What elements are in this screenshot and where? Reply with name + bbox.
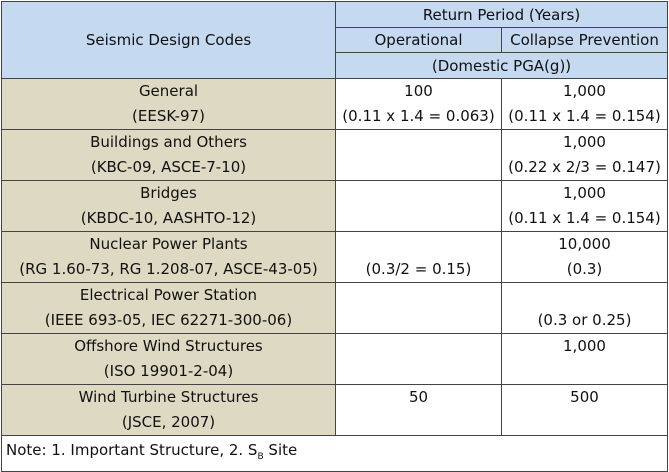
code-cell-ref: (ISO 19901-2-04): [103, 362, 234, 380]
code-cell-name: Wind Turbine Structures: [78, 388, 259, 406]
collapse-cell-cp2: (0.11 x 1.4 = 0.154): [508, 107, 661, 125]
code-cell: Buildings and Others (KBC-09, ASCE-7-10): [1, 129, 336, 181]
operational-cell-op1: 50: [408, 388, 429, 406]
table-row: General (EESK-97) 100 (0.11 x 1.4 = 0.063) 1…: [1, 78, 668, 130]
operational-cell-op1: 100: [404, 82, 433, 100]
collapse-cell-cp2: (0.3 or 0.25): [537, 311, 632, 329]
operational-cell: [335, 333, 502, 385]
collapse-cell-cp1: 1,000: [563, 184, 606, 202]
code-cell: Electrical Power Station (IEEE 693-05, IE…: [1, 282, 336, 334]
operational-cell-op2: [337, 155, 501, 180]
code-cell-name: Buildings and Others: [90, 133, 247, 151]
table-row: Wind Turbine Structures (JSCE, 2007) 50 500: [1, 384, 668, 436]
code-cell-ref: (JSCE, 2007): [121, 413, 216, 431]
operational-cell-op1: [337, 284, 501, 309]
operational-cell-op2: [337, 410, 501, 435]
operational-cell-op2: [337, 206, 501, 231]
collapse-cell: 1,000 (0.11 x 1.4 = 0.154): [501, 78, 668, 130]
collapse-cell-cp2: (0.11 x 1.4 = 0.154): [508, 209, 661, 227]
collapse-cell-cp2: (0.22 x 2/3 = 0.147): [508, 158, 661, 176]
footnote: Note: 1. Important Structure, 2. SB Site: [1, 435, 668, 472]
table-row: Electrical Power Station (IEEE 693-05, IE…: [1, 282, 668, 334]
code-cell-ref: (KBC-09, ASCE-7-10): [90, 158, 247, 176]
collapse-cell-cp1: 500: [570, 388, 599, 406]
table-body: General (EESK-97) 100 (0.11 x 1.4 = 0.063) 1…: [1, 78, 668, 436]
operational-cell: [335, 282, 502, 334]
operational-cell-op1: [337, 335, 501, 360]
code-cell: Bridges (KBDC-10, AASHTO-12): [1, 180, 336, 232]
footnote-suffix: Site: [263, 441, 298, 459]
operational-cell: 100 (0.11 x 1.4 = 0.063): [335, 78, 502, 130]
collapse-cell: (0.3 or 0.25): [501, 282, 668, 334]
collapse-cell: 10,000 (0.3): [501, 231, 668, 283]
code-cell-ref: (IEEE 693-05, IEC 62271-300-06): [44, 311, 293, 329]
collapse-cell-cp1: 1,000: [563, 133, 606, 151]
header-operational: Operational: [335, 27, 502, 53]
operational-cell: (0.3/2 = 0.15): [335, 231, 502, 283]
collapse-cell: 1,000 (0.22 x 2/3 = 0.147): [501, 129, 668, 181]
operational-cell: [335, 129, 502, 181]
header-unit: (Domestic PGA(g)): [335, 52, 668, 79]
code-cell-name: Electrical Power Station: [79, 286, 258, 304]
collapse-cell-cp2: [503, 410, 667, 435]
operational-cell-op2: (0.11 x 1.4 = 0.063): [342, 107, 495, 125]
header-return-period: Return Period (Years): [335, 1, 668, 28]
collapse-cell: 500: [501, 384, 668, 436]
code-cell-name: Nuclear Power Plants: [89, 235, 248, 253]
operational-cell-op1: [337, 233, 501, 258]
collapse-cell-cp1: 1,000: [563, 82, 606, 100]
code-cell-ref: (EESK-97): [132, 107, 205, 125]
operational-cell: 50: [335, 384, 502, 436]
footnote-text: Note: 1. Important Structure, 2. S: [6, 441, 258, 459]
collapse-cell-cp2: [503, 359, 667, 384]
table-row: Nuclear Power Plants (RG 1.60-73, RG 1.20…: [1, 231, 668, 283]
code-cell-name: Offshore Wind Structures: [74, 337, 263, 355]
operational-cell-op2: [337, 308, 501, 333]
operational-cell-op2: [337, 359, 501, 384]
collapse-cell: 1,000 (0.11 x 1.4 = 0.154): [501, 180, 668, 232]
footnote-subscript: B: [257, 452, 264, 462]
operational-cell-op1: [337, 182, 501, 207]
table-row: Offshore Wind Structures (ISO 19901-2-04)…: [1, 333, 668, 385]
header-collapse-prevention: Collapse Prevention: [501, 27, 668, 53]
code-cell: Offshore Wind Structures (ISO 19901-2-04): [1, 333, 336, 385]
table-row: Bridges (KBDC-10, AASHTO-12) 1,000 (0.11 x …: [1, 180, 668, 232]
code-cell-name: General: [138, 82, 199, 100]
collapse-cell-cp1: [503, 284, 667, 309]
code-cell: Nuclear Power Plants (RG 1.60-73, RG 1.20…: [1, 231, 336, 283]
header-seismic-design-codes: Seismic Design Codes: [1, 1, 336, 79]
code-cell-name: Bridges: [140, 184, 197, 202]
table-row: Buildings and Others (KBC-09, ASCE-7-10) 1…: [1, 129, 668, 181]
operational-cell-op1: [337, 131, 501, 156]
code-cell: General (EESK-97): [1, 78, 336, 130]
operational-cell-op2: (0.3/2 = 0.15): [365, 260, 472, 278]
collapse-cell: 1,000: [501, 333, 668, 385]
code-cell-ref: (KBDC-10, AASHTO-12): [80, 209, 257, 227]
operational-cell: [335, 180, 502, 232]
code-cell-ref: (RG 1.60-73, RG 1.208-07, ASCE-43-05): [19, 260, 318, 278]
collapse-cell-cp1: 1,000: [563, 337, 606, 355]
code-cell: Wind Turbine Structures (JSCE, 2007): [1, 384, 336, 436]
collapse-cell-cp2: (0.3): [566, 260, 603, 278]
collapse-cell-cp1: 10,000: [558, 235, 611, 253]
